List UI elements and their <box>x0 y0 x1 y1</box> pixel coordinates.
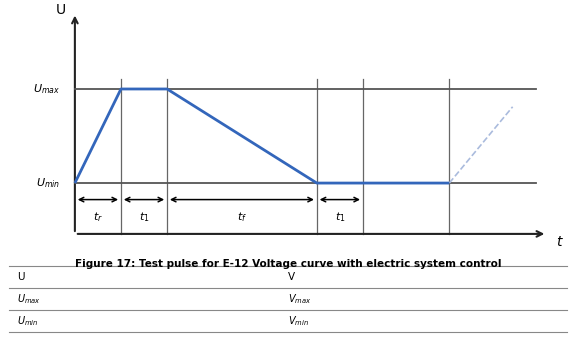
Text: U: U <box>17 272 25 282</box>
Text: $U_{min}$: $U_{min}$ <box>36 176 60 190</box>
Text: $t_1$: $t_1$ <box>139 211 149 224</box>
Text: t: t <box>556 235 562 248</box>
Text: $t_r$: $t_r$ <box>93 211 103 224</box>
Text: V: V <box>288 272 295 282</box>
Text: Figure 17: Test pulse for E-12 Voltage curve with electric system control: Figure 17: Test pulse for E-12 Voltage c… <box>75 259 501 269</box>
Text: $U_{max}$: $U_{max}$ <box>33 82 60 96</box>
Text: $U_{max}$: $U_{max}$ <box>17 292 41 306</box>
Text: $t_1$: $t_1$ <box>335 211 345 224</box>
Text: U: U <box>55 3 66 17</box>
Text: $V_{max}$: $V_{max}$ <box>288 292 312 306</box>
Text: $U_{min}$: $U_{min}$ <box>17 314 39 328</box>
Text: $V_{min}$: $V_{min}$ <box>288 314 309 328</box>
Text: $t_f$: $t_f$ <box>237 211 247 224</box>
